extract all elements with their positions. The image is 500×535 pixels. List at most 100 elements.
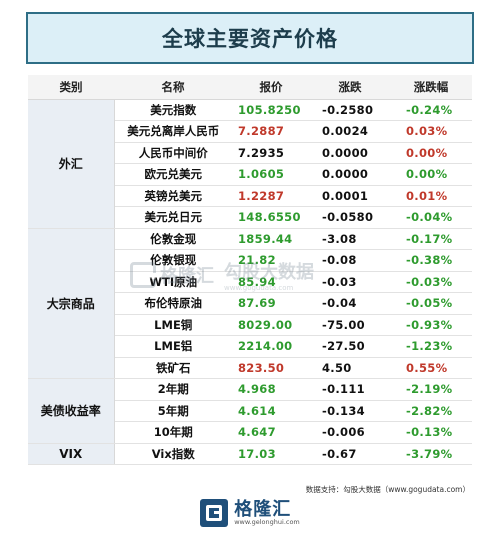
change-cell: -0.03: [310, 271, 390, 293]
change-cell: 0.0001: [310, 185, 390, 207]
category-cell: 外汇: [28, 99, 115, 229]
asset-name-cell: 美元兑离岸人民币: [114, 120, 232, 143]
pct-change-cell: -0.13%: [390, 421, 472, 444]
price-cell: 1.2287: [232, 185, 310, 207]
pct-change-cell: -0.24%: [390, 99, 472, 121]
price-cell: 17.03: [232, 443, 310, 465]
pct-change-cell: -0.17%: [390, 228, 472, 250]
pct-change-cell: -0.93%: [390, 314, 472, 336]
price-cell: 1859.44: [232, 228, 310, 250]
table-row: 10年期 4.647 -0.006 -0.13%: [28, 421, 472, 444]
price-cell: 87.69: [232, 292, 310, 315]
footer-url: www.gelonghui.com: [234, 518, 300, 527]
asset-name-cell: 布伦特原油: [114, 292, 232, 315]
change-cell: -0.67: [310, 443, 390, 465]
table-row: 欧元兑美元 1.0605 0.0000 0.00%: [28, 163, 472, 186]
pct-change-cell: 0.03%: [390, 120, 472, 143]
change-cell: -0.2580: [310, 99, 390, 121]
change-cell: -0.0580: [310, 206, 390, 229]
data-source-note: 数据支持：勾股大数据（www.gogudata.com）: [305, 485, 470, 494]
change-cell: 0.0024: [310, 120, 390, 143]
table-row: 大宗商品 伦敦金现 1859.44 -3.08 -0.17%: [28, 228, 472, 379]
pct-change-cell: 0.00%: [390, 142, 472, 164]
asset-price-table: 类别 名称 报价 涨跌 涨跌幅 外汇 美元指数 105.8250 -0.2580 -0.…: [28, 75, 472, 465]
price-cell: 8029.00: [232, 314, 310, 336]
page-title: 全球主要资产价格: [162, 27, 338, 51]
table-row: 外汇 美元指数 105.8250 -0.2580 -0.24%: [28, 99, 472, 229]
pct-change-cell: -3.79%: [390, 443, 472, 465]
price-cell: 2214.00: [232, 335, 310, 358]
asset-name-cell: 2年期: [114, 378, 232, 401]
price-cell: 4.614: [232, 400, 310, 422]
asset-name-cell: 人民币中间价: [114, 142, 232, 164]
pct-change-cell: 0.00%: [390, 163, 472, 186]
pct-change-cell: -0.05%: [390, 292, 472, 315]
header-price: 报价: [232, 75, 310, 100]
price-cell: 7.2935: [232, 142, 310, 164]
change-cell: -0.006: [310, 421, 390, 444]
pct-change-cell: -0.38%: [390, 249, 472, 272]
header-change: 涨跌: [310, 75, 390, 100]
footer-brand-name: 格隆汇: [234, 498, 292, 520]
table-row: WTI原油 85.94 -0.03 -0.03%: [28, 271, 472, 293]
price-cell: 105.8250: [232, 99, 310, 121]
pct-change-cell: 0.01%: [390, 185, 472, 207]
asset-name-cell: 伦敦金现: [114, 228, 232, 250]
header-name: 名称: [114, 75, 232, 100]
price-cell: 21.82: [232, 249, 310, 272]
change-cell: -75.00: [310, 314, 390, 336]
change-cell: -27.50: [310, 335, 390, 358]
asset-name-cell: 5年期: [114, 400, 232, 422]
pct-change-cell: -0.03%: [390, 271, 472, 293]
change-cell: -3.08: [310, 228, 390, 250]
table-header-row: 类别 名称 报价 涨跌 涨跌幅: [28, 75, 472, 100]
asset-name-cell: 美元兑日元: [114, 206, 232, 229]
header-pct: 涨跌幅: [390, 75, 472, 100]
table-row: 英镑兑美元 1.2287 0.0001 0.01%: [28, 185, 472, 207]
asset-name-cell: LME铜: [114, 314, 232, 336]
category-cell: 美债收益率: [28, 378, 115, 444]
table-body: 外汇 美元指数 105.8250 -0.2580 -0.24% 美元兑离岸人民币 7.288…: [28, 99, 472, 465]
table-row: LME铝 2214.00 -27.50 -1.23%: [28, 335, 472, 358]
table-row: LME铜 8029.00 -75.00 -0.93%: [28, 314, 472, 336]
gelonghui-logo-icon: [200, 499, 229, 527]
pct-change-cell: 0.55%: [390, 357, 472, 379]
asset-name-cell: 10年期: [114, 421, 232, 444]
category-cell: VIX: [28, 443, 115, 465]
change-cell: 4.50: [310, 357, 390, 379]
change-cell: -0.04: [310, 292, 390, 315]
table-row: 人民币中间价 7.2935 0.0000 0.00%: [28, 142, 472, 164]
price-cell: 85.94: [232, 271, 310, 293]
asset-name-cell: Vix指数: [114, 443, 232, 465]
table-row: 美元兑离岸人民币 7.2887 0.0024 0.03%: [28, 120, 472, 143]
asset-name-cell: 伦敦银现: [114, 249, 232, 272]
pct-change-cell: -1.23%: [390, 335, 472, 358]
asset-name-cell: LME铝: [114, 335, 232, 358]
table-row: 伦敦银现 21.82 -0.08 -0.38%: [28, 249, 472, 272]
header-category: 类别: [28, 75, 114, 100]
title-banner: 全球主要资产价格: [26, 12, 474, 64]
table-row: VIX Vix指数 17.03 -0.67 -3.79%: [28, 443, 472, 465]
pct-change-cell: -0.04%: [390, 206, 472, 229]
change-cell: -0.111: [310, 378, 390, 401]
price-cell: 7.2887: [232, 120, 310, 143]
table-row: 布伦特原油 87.69 -0.04 -0.05%: [28, 292, 472, 315]
change-cell: 0.0000: [310, 163, 390, 186]
price-cell: 823.50: [232, 357, 310, 379]
price-cell: 4.968: [232, 378, 310, 401]
price-cell: 1.0605: [232, 163, 310, 186]
asset-name-cell: 美元指数: [114, 99, 232, 121]
change-cell: -0.08: [310, 249, 390, 272]
table-row: 美元兑日元 148.6550 -0.0580 -0.04%: [28, 206, 472, 229]
asset-name-cell: WTI原油: [114, 271, 232, 293]
footer-logo: 格隆汇 www.gelonghui.com: [0, 493, 500, 533]
table-row: 5年期 4.614 -0.134 -2.82%: [28, 400, 472, 422]
price-cell: 148.6550: [232, 206, 310, 229]
table-row: 铁矿石 823.50 4.50 0.55%: [28, 357, 472, 379]
pct-change-cell: -2.19%: [390, 378, 472, 401]
category-cell: 大宗商品: [28, 228, 115, 379]
change-cell: 0.0000: [310, 142, 390, 164]
price-cell: 4.647: [232, 421, 310, 444]
table-row: 美债收益率 2年期 4.968 -0.111 -2.19%: [28, 378, 472, 444]
asset-name-cell: 英镑兑美元: [114, 185, 232, 207]
